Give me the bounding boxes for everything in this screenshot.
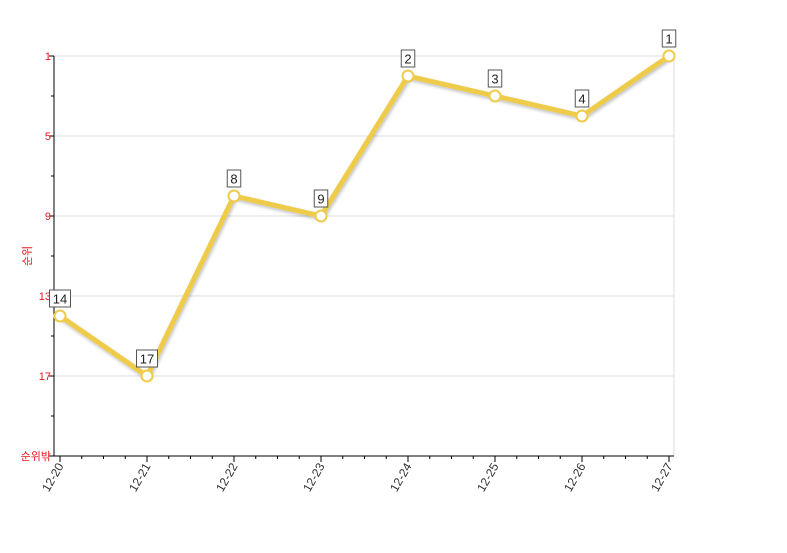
series-rank bbox=[57, 53, 672, 379]
data-label: 1 bbox=[665, 32, 672, 47]
data-label-box bbox=[49, 289, 71, 308]
data-label: 2 bbox=[404, 52, 411, 67]
data-label-box bbox=[574, 89, 590, 108]
gridlines bbox=[54, 55, 675, 456]
y-tick-label: 1 bbox=[45, 51, 51, 63]
data-point bbox=[401, 69, 415, 83]
data-label-box bbox=[661, 29, 677, 48]
y-axis-title: 순위 bbox=[21, 246, 34, 266]
x-tick-label: 12-24 bbox=[387, 460, 415, 494]
data-point bbox=[575, 109, 589, 123]
x-tick-label: 12-20 bbox=[39, 460, 67, 494]
data-label-box bbox=[136, 349, 158, 368]
x-tick-label: 12-21 bbox=[126, 460, 154, 494]
data-point bbox=[488, 89, 502, 103]
x-tick-label: 12-22 bbox=[213, 460, 241, 494]
data-point bbox=[140, 369, 154, 383]
data-label: 14 bbox=[53, 292, 67, 307]
data-label-box bbox=[313, 189, 329, 208]
y-tick-label: 5 bbox=[45, 131, 51, 143]
y-tick-label: 17 bbox=[39, 371, 51, 383]
y-tick-label: 9 bbox=[45, 211, 51, 223]
data-label-box bbox=[487, 69, 503, 88]
x-axis-ticks: 12-20 12-21 12-22 12-23 12-24 12-25 12-26 12-27 bbox=[39, 456, 676, 494]
x-tick-label: 12-27 bbox=[648, 460, 676, 494]
data-point bbox=[227, 189, 241, 203]
y-tick-label: 13 bbox=[39, 291, 51, 303]
x-tick-label: 12-25 bbox=[474, 460, 502, 494]
data-label-box bbox=[400, 49, 416, 68]
data-point bbox=[314, 209, 328, 223]
data-label: 4 bbox=[578, 92, 585, 107]
data-label: 17 bbox=[140, 352, 154, 367]
data-label: 3 bbox=[491, 72, 498, 87]
data-label: 8 bbox=[230, 172, 237, 187]
data-labels: 14 17 8 9 2 3 4 1 bbox=[49, 29, 677, 368]
y-axis-ticks: 1 5 9 13 17 순위밖 bbox=[21, 51, 54, 463]
data-point bbox=[662, 49, 676, 63]
series-markers bbox=[53, 49, 676, 383]
data-point bbox=[53, 309, 67, 323]
series-line bbox=[57, 53, 672, 379]
data-label-box bbox=[226, 169, 242, 188]
x-tick-label: 12-26 bbox=[561, 460, 589, 494]
y-tick-label: 순위밖 bbox=[21, 450, 51, 463]
x-tick-label: 12-23 bbox=[300, 460, 328, 494]
data-label: 9 bbox=[317, 192, 324, 207]
